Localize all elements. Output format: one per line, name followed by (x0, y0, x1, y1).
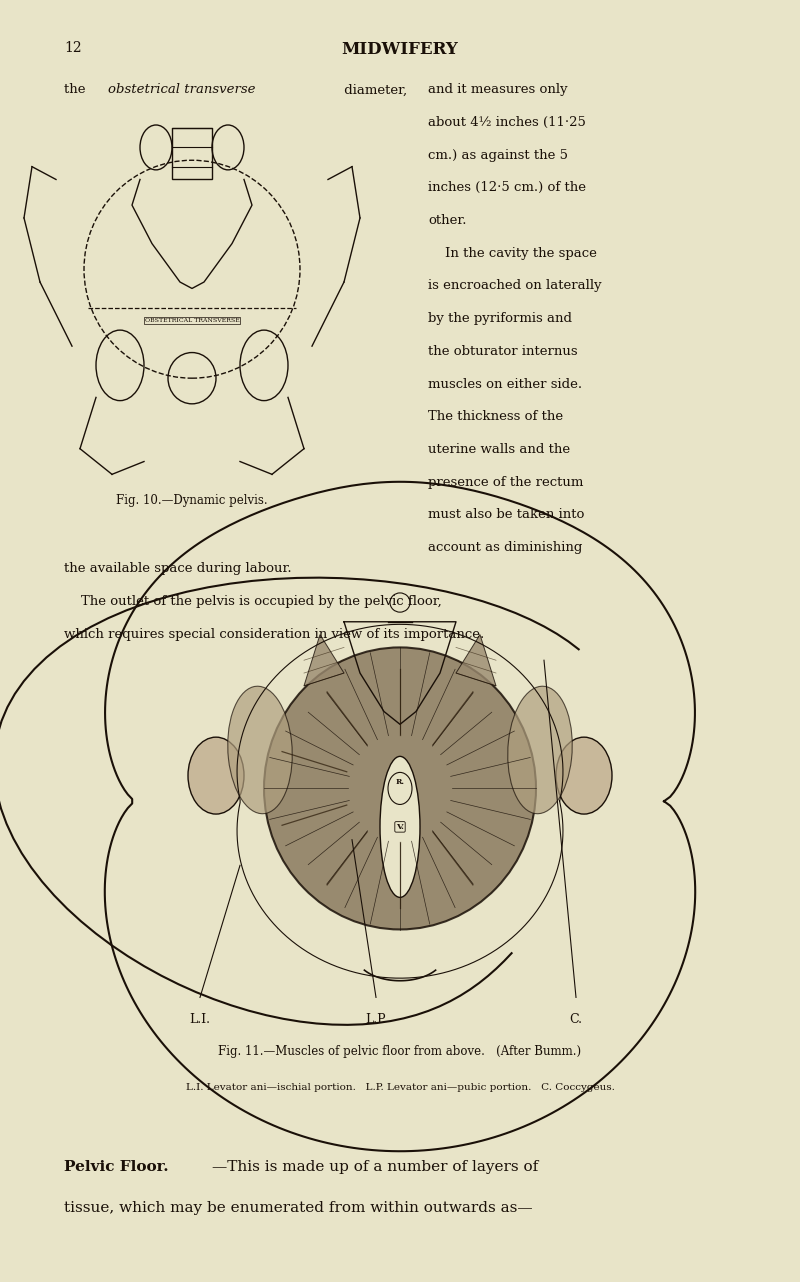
Text: obstetrical transverse: obstetrical transverse (108, 83, 255, 96)
Text: uterine walls and the: uterine walls and the (428, 444, 570, 456)
Text: tissue, which may be enumerated from within outwards as—: tissue, which may be enumerated from wit… (64, 1201, 533, 1215)
Polygon shape (456, 635, 496, 686)
Ellipse shape (188, 737, 244, 814)
Text: and it measures only: and it measures only (428, 83, 568, 96)
Text: OBSTETRICAL TRANSVERSE: OBSTETRICAL TRANSVERSE (145, 318, 239, 323)
Ellipse shape (228, 686, 292, 814)
Text: C.: C. (570, 1013, 582, 1026)
Text: Pelvic Floor.: Pelvic Floor. (64, 1160, 169, 1174)
Ellipse shape (380, 756, 420, 897)
Text: cm.) as against the 5: cm.) as against the 5 (428, 149, 568, 162)
Text: 12: 12 (64, 41, 82, 55)
Text: is encroached on laterally: is encroached on laterally (428, 279, 602, 292)
Text: L.I.: L.I. (190, 1013, 210, 1026)
Text: about 4½ inches (11·25: about 4½ inches (11·25 (428, 117, 586, 129)
Ellipse shape (556, 737, 612, 814)
Text: the available space during labour.: the available space during labour. (64, 562, 292, 574)
Ellipse shape (388, 772, 412, 805)
Text: diameter,: diameter, (340, 83, 407, 96)
Text: R.: R. (395, 778, 405, 786)
Text: In the cavity the space: In the cavity the space (428, 246, 597, 260)
Text: Fig. 10.—Dynamic pelvis.: Fig. 10.—Dynamic pelvis. (116, 494, 268, 506)
Text: The thickness of the: The thickness of the (428, 410, 563, 423)
Text: other.: other. (428, 214, 466, 227)
Text: V.: V. (396, 823, 404, 831)
Text: The outlet of the pelvis is occupied by the pelvic floor,: The outlet of the pelvis is occupied by … (64, 595, 442, 608)
Text: inches (12·5 cm.) of the: inches (12·5 cm.) of the (428, 182, 586, 195)
Text: L.P: L.P (366, 1013, 386, 1026)
Text: must also be taken into: must also be taken into (428, 508, 584, 522)
Text: muscles on either side.: muscles on either side. (428, 378, 582, 391)
Text: which requires special consideration in view of its importance.: which requires special consideration in … (64, 628, 484, 641)
Ellipse shape (390, 592, 410, 613)
Text: account as diminishing: account as diminishing (428, 541, 582, 554)
Text: by the pyriformis and: by the pyriformis and (428, 313, 572, 326)
Polygon shape (304, 635, 344, 686)
Text: the obturator internus: the obturator internus (428, 345, 578, 358)
Text: L.I. Levator ani—ischial portion.   L.P. Levator ani—pubic portion.   C. Coccyge: L.I. Levator ani—ischial portion. L.P. L… (186, 1083, 614, 1092)
Ellipse shape (264, 647, 536, 929)
Text: Fig. 11.—Muscles of pelvic floor from above.   (After Bumm.): Fig. 11.—Muscles of pelvic floor from ab… (218, 1045, 582, 1058)
Text: the: the (64, 83, 90, 96)
Text: MIDWIFERY: MIDWIFERY (342, 41, 458, 58)
Text: presence of the rectum: presence of the rectum (428, 476, 583, 488)
Ellipse shape (508, 686, 572, 814)
Text: —This is made up of a number of layers of: —This is made up of a number of layers o… (212, 1160, 538, 1174)
